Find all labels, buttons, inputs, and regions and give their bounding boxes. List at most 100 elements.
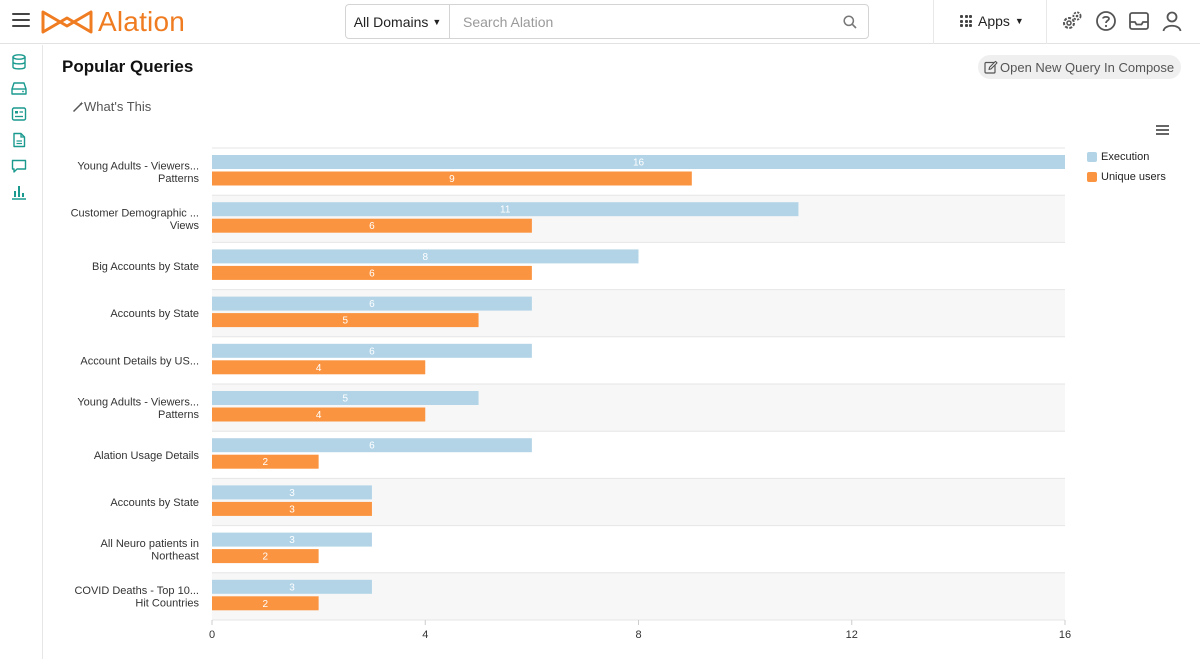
bar-execution (212, 202, 799, 217)
category-label-line: Young Adults - Viewers... (77, 396, 199, 408)
bar-execution (212, 155, 1065, 169)
category-label-line: Patterns (158, 409, 199, 421)
search-bar: All Domains ▼ (345, 4, 869, 39)
bar-execution (212, 343, 532, 358)
bar-execution (212, 249, 639, 264)
data-label-unique-users: 2 (263, 552, 269, 563)
category-label: Young Adults - Viewers... Patterns (77, 160, 199, 185)
data-label-execution: 3 (289, 488, 295, 499)
x-tick-label: 4 (422, 629, 428, 641)
logo-mark-icon (41, 10, 93, 34)
category-label-line: Hit Countries (135, 598, 199, 610)
category-label-line: Accounts by State (110, 308, 199, 320)
gears-icon[interactable] (1061, 10, 1083, 32)
bar-unique-users (212, 596, 319, 611)
drive-icon[interactable] (11, 80, 27, 96)
legend-item-execution[interactable]: Execution (1087, 147, 1166, 167)
open-compose-label: Open New Query In Compose (1000, 59, 1175, 75)
chart-legend: Execution Unique users (1087, 147, 1166, 187)
data-label-unique-users: 6 (369, 221, 375, 232)
domain-select[interactable]: All Domains ▼ (346, 5, 450, 38)
bar-unique-users (212, 360, 426, 375)
data-label-unique-users: 3 (289, 504, 295, 515)
bar-unique-users (212, 313, 479, 328)
bar-unique-users (212, 454, 319, 469)
bar-unique-users (212, 501, 372, 516)
category-label-line: All Neuro patients in (101, 538, 199, 550)
whats-this-label: What's This (84, 99, 152, 114)
data-label-execution: 6 (369, 346, 375, 357)
category-label-line: COVID Deaths - Top 10... (74, 585, 199, 597)
category-label-line: Alation Usage Details (94, 450, 200, 462)
x-tick-label: 8 (635, 629, 641, 641)
category-label: COVID Deaths - Top 10... Hit Countries (74, 585, 199, 610)
search-icon[interactable] (832, 5, 868, 38)
menu-icon[interactable] (12, 13, 30, 29)
category-label: All Neuro patients in Northeast (101, 538, 199, 563)
legend-label-unique-users: Unique users (1101, 171, 1166, 183)
category-label: Account Details by US... (80, 355, 199, 367)
bar-execution (212, 579, 372, 594)
data-label-execution: 3 (289, 582, 295, 593)
open-compose-button[interactable]: Open New Query In Compose (978, 55, 1182, 79)
chart-icon[interactable] (11, 184, 27, 200)
user-icon[interactable] (1161, 10, 1183, 32)
category-label-line: Patterns (158, 173, 199, 185)
category-label-line: Young Adults - Viewers... (77, 160, 199, 172)
category-label: Accounts by State (110, 308, 199, 320)
document-icon[interactable] (11, 132, 27, 148)
top-bar: Alation All Domains ▼ Apps ▼ (0, 0, 1200, 44)
bar-execution (212, 485, 372, 500)
data-label-execution: 16 (633, 158, 645, 169)
chart-menu-icon[interactable] (1156, 125, 1169, 136)
domain-select-label: All Domains (353, 13, 429, 30)
category-label: Young Adults - Viewers... Patterns (77, 396, 199, 421)
legend-item-unique-users[interactable]: Unique users (1087, 167, 1166, 187)
data-label-execution: 6 (369, 299, 375, 310)
data-label-execution: 6 (369, 441, 375, 452)
caret-down-icon: ▼ (1014, 16, 1024, 26)
data-label-execution: 3 (289, 535, 295, 546)
search-input[interactable] (450, 5, 832, 38)
bar-execution (212, 296, 532, 311)
data-label-unique-users: 5 (343, 316, 349, 327)
chat-icon[interactable] (11, 158, 27, 174)
divider (933, 0, 934, 44)
data-label-unique-users: 4 (316, 410, 322, 421)
bar-unique-users (212, 549, 319, 564)
data-label-unique-users: 2 (263, 457, 269, 468)
whats-this-link[interactable]: What's This (72, 99, 151, 114)
category-label-line: Accounts by State (110, 497, 199, 509)
bar-unique-users (212, 218, 532, 233)
help-icon[interactable] (1095, 10, 1117, 32)
catalog-icon[interactable] (11, 106, 27, 122)
chevron-down-icon: ▼ (432, 16, 442, 27)
inbox-icon[interactable] (1128, 10, 1150, 32)
data-label-unique-users: 9 (449, 174, 455, 185)
category-label-line: Big Accounts by State (92, 261, 199, 273)
data-label-execution: 5 (343, 394, 349, 405)
bar-execution (212, 438, 532, 453)
left-rail (0, 45, 43, 659)
legend-label-execution: Execution (1101, 151, 1150, 163)
category-label: Customer Demographic ... Views (71, 208, 200, 233)
database-icon[interactable] (11, 54, 27, 70)
category-label-line: Customer Demographic ... (71, 208, 199, 220)
page-title: Popular Queries (62, 57, 194, 76)
category-label-line: Northeast (151, 550, 199, 562)
legend-swatch-unique-users (1087, 172, 1097, 182)
bar-unique-users (212, 407, 426, 422)
category-label: Accounts by State (110, 497, 199, 509)
bar-execution (212, 532, 372, 547)
divider (1046, 0, 1047, 44)
legend-swatch-execution (1087, 152, 1097, 162)
apps-menu-button[interactable]: Apps ▼ (960, 13, 1024, 29)
bar-execution (212, 391, 479, 405)
data-label-execution: 11 (500, 205, 511, 216)
x-tick-label: 12 (846, 629, 858, 641)
x-tick-label: 0 (209, 629, 215, 641)
logo-text: Alation (98, 6, 186, 37)
alation-logo[interactable]: Alation (40, 6, 185, 38)
category-label: Alation Usage Details (94, 450, 200, 462)
